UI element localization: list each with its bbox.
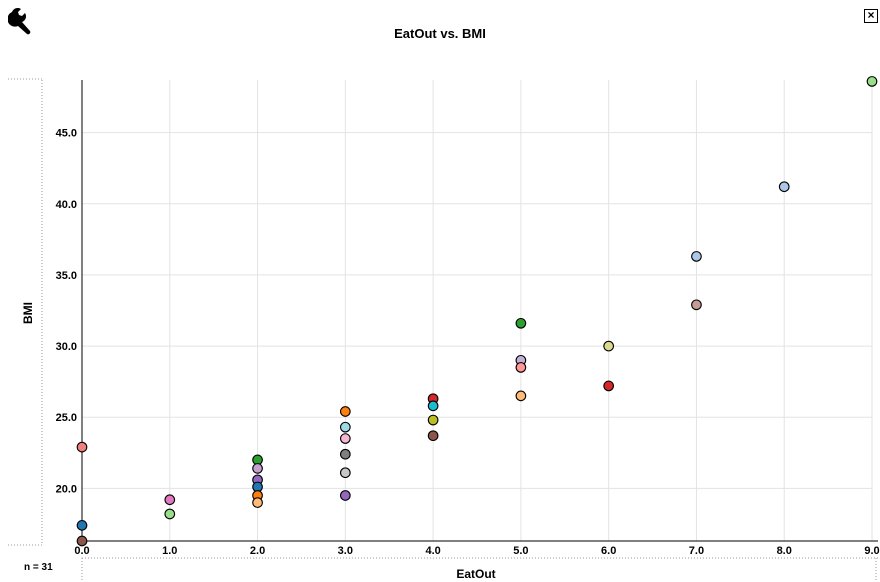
x-tick-label: 9.0	[864, 545, 879, 557]
data-point	[427, 400, 439, 412]
data-point	[339, 448, 351, 460]
data-point	[515, 362, 527, 373]
data-point	[778, 181, 790, 193]
data-point	[603, 380, 615, 392]
data-point	[427, 430, 439, 442]
y-tick-label: 35.0	[56, 270, 77, 282]
data-point	[339, 421, 351, 433]
x-axis-label: EatOut	[456, 567, 495, 581]
data-point	[164, 494, 176, 506]
x-tick-label: 1.0	[162, 545, 177, 557]
x-tick-label: 3.0	[338, 545, 353, 557]
data-point	[691, 299, 702, 311]
x-tick-label: 0.0	[74, 545, 89, 557]
y-tick-label: 20.0	[56, 483, 77, 495]
wrench-icon[interactable]	[8, 6, 38, 36]
data-point	[76, 519, 88, 531]
y-tick-label: 25.0	[56, 412, 77, 424]
data-point	[76, 535, 88, 547]
data-point	[252, 497, 263, 508]
data-point	[252, 463, 263, 474]
point-count: n = 31	[24, 562, 53, 573]
x-tick-label: 6.0	[601, 545, 616, 557]
data-point	[515, 390, 527, 402]
data-point	[427, 414, 439, 426]
x-tick-label: 8.0	[777, 545, 792, 557]
x-tick-label: 2.0	[250, 545, 265, 557]
x-tick-label: 5.0	[513, 545, 528, 557]
data-point	[515, 317, 527, 329]
data-point	[339, 433, 351, 444]
data-point	[603, 340, 615, 352]
data-point	[339, 467, 351, 479]
y-tick-label: 40.0	[56, 199, 77, 211]
data-point	[691, 251, 702, 262]
data-point	[76, 441, 88, 453]
x-tick-label: 7.0	[689, 545, 704, 557]
data-point	[164, 508, 176, 520]
chart-title: EatOut vs. BMI	[394, 26, 486, 41]
data-point	[866, 76, 878, 87]
data-point	[339, 406, 351, 417]
data-point	[339, 490, 351, 501]
close-icon[interactable]: ×	[864, 9, 878, 23]
x-tick-label: 4.0	[425, 545, 440, 557]
y-axis-label: BMI	[21, 302, 35, 324]
y-tick-label: 30.0	[56, 341, 77, 353]
y-tick-label: 45.0	[56, 128, 77, 140]
